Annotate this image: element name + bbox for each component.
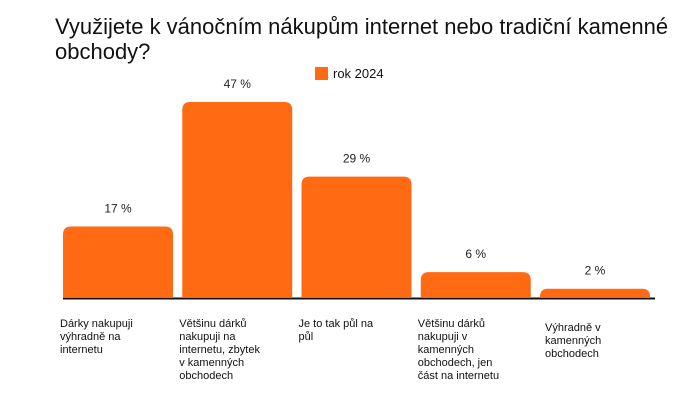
legend-swatch <box>315 67 328 80</box>
bar <box>63 226 173 297</box>
bar <box>420 272 531 297</box>
data-label: 47 % <box>224 77 252 91</box>
data-label: 29 % <box>343 152 371 166</box>
bar <box>301 176 412 297</box>
bar <box>182 102 293 297</box>
category-label: Většinu dárků nakupuji v kamenných obcho… <box>417 318 500 382</box>
category-label: Většinu dárků nakupuji na internetu, zby… <box>179 318 260 382</box>
legend-label: rok 2024 <box>333 66 384 81</box>
data-label: 2 % <box>585 264 606 278</box>
bar <box>540 288 650 297</box>
category-label: Výhradně v kamenných obchodech <box>545 322 602 360</box>
legend: rok 2024 <box>315 66 384 81</box>
data-label: 17 % <box>104 201 132 215</box>
category-label: Je to tak půl na půl <box>298 318 374 343</box>
category-label: Dárky nakupuji výhradně na internetu <box>60 318 133 356</box>
data-label: 6 % <box>465 247 486 261</box>
chart-title: Využijete k vánočním nákupům internet ne… <box>55 14 669 64</box>
